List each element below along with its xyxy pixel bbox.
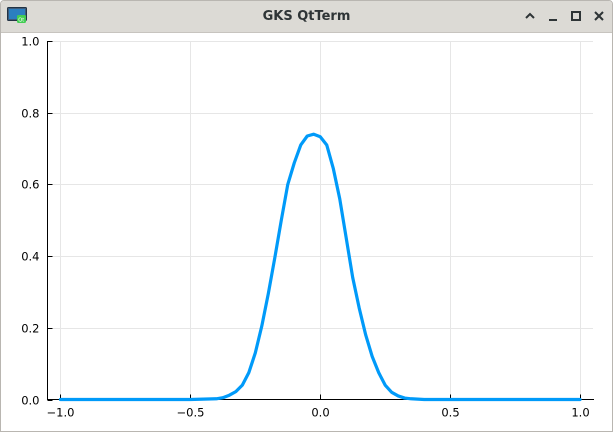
x-tick-label: −1.0 <box>47 406 75 420</box>
y-tick-label: 0.6 <box>21 178 39 192</box>
y-tick-label: 0.0 <box>21 394 39 408</box>
y-tick-label: 0.2 <box>21 322 39 336</box>
y-tick-label: 1.0 <box>21 35 39 49</box>
svg-text:Qt: Qt <box>18 17 24 23</box>
series-line <box>58 132 582 402</box>
x-tick-label: −0.5 <box>177 406 205 420</box>
close-icon[interactable] <box>592 9 606 23</box>
minimize-icon[interactable] <box>546 9 560 23</box>
tick-marks <box>47 41 581 401</box>
y-tick-label: 0.8 <box>21 107 39 121</box>
title-bar[interactable]: Qt GKS QtTerm <box>1 1 612 33</box>
plot-area: 0.0 0.2 0.4 0.6 0.8 1.0 −1.0 −0.5 0.0 0.5 1.0 <box>1 33 612 431</box>
x-tick-labels: −1.0 −0.5 0.0 0.5 1.0 <box>47 406 590 420</box>
y-tick-labels: 0.0 0.2 0.4 0.6 0.8 1.0 <box>21 35 39 408</box>
qt-terminal-icon: Qt <box>7 7 27 23</box>
series-lines <box>58 132 582 402</box>
y-tick-label: 0.4 <box>21 250 39 264</box>
chevron-up-icon[interactable] <box>523 9 537 23</box>
window-title: GKS QtTerm <box>262 9 351 24</box>
x-tick-label: 0.5 <box>441 406 459 420</box>
line-chart: 0.0 0.2 0.4 0.6 0.8 1.0 −1.0 −0.5 0.0 0.5 1.0 <box>21 35 594 420</box>
grid-lines <box>47 41 593 400</box>
x-tick-label: 0.0 <box>311 406 329 420</box>
x-tick-label: 1.0 <box>571 406 589 420</box>
maximize-icon[interactable] <box>569 9 583 23</box>
